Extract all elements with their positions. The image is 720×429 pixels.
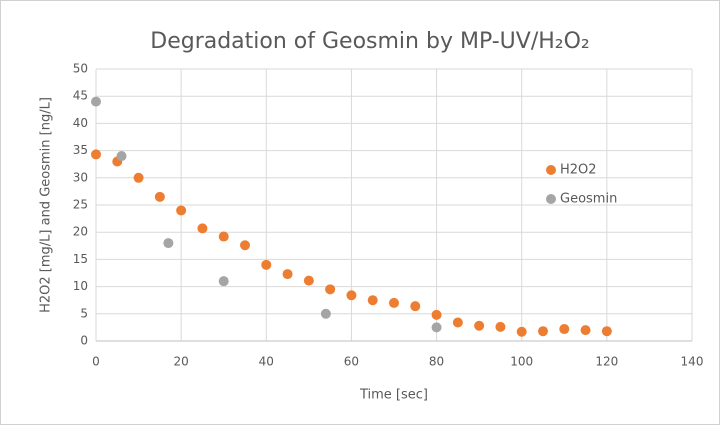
point <box>559 324 570 335</box>
legend-marker <box>546 194 556 204</box>
point <box>320 308 331 319</box>
x-tick-label: 120 <box>595 355 618 369</box>
point <box>133 172 144 183</box>
point <box>116 151 127 162</box>
y-tick-label: 15 <box>73 252 88 266</box>
y-tick-label: 50 <box>73 62 88 76</box>
legend-label: Geosmin <box>560 192 617 207</box>
point <box>240 240 250 251</box>
legend-marker <box>546 165 556 175</box>
point <box>91 96 101 107</box>
point <box>410 301 421 312</box>
legend-label: H2O2 <box>560 163 597 178</box>
point <box>367 295 378 306</box>
point <box>91 149 101 160</box>
y-tick-label: 35 <box>73 143 88 157</box>
y-tick-label: 10 <box>73 279 88 293</box>
point <box>601 326 612 337</box>
point <box>580 325 591 336</box>
y-tick-label: 5 <box>80 306 88 320</box>
x-tick-label: 100 <box>510 355 533 369</box>
point <box>431 322 442 333</box>
point <box>197 223 208 234</box>
y-tick-label: 30 <box>73 170 88 184</box>
point <box>176 205 187 216</box>
y-tick-label: 0 <box>80 334 88 348</box>
x-tick-label: 20 <box>174 355 189 369</box>
y-axis-label: H2O2 [mg/L] and Geosmin [ng/L] <box>39 97 54 313</box>
point <box>389 297 399 308</box>
x-tick-label: 80 <box>429 355 444 369</box>
point <box>218 276 229 287</box>
point <box>495 321 506 332</box>
x-tick-label: 40 <box>259 355 274 369</box>
y-tick-label: 40 <box>73 116 88 130</box>
point <box>303 275 314 286</box>
point <box>516 326 527 337</box>
x-tick-label: 60 <box>344 355 359 369</box>
point <box>261 259 272 270</box>
y-tick-label: 20 <box>73 225 88 239</box>
chart-title: Degradation of Geosmin by MP-UV/H₂O₂ <box>150 29 589 54</box>
point <box>474 320 485 331</box>
x-tick-label: 140 <box>681 355 704 369</box>
point <box>154 191 165 202</box>
y-tick-label: 25 <box>73 198 88 212</box>
point <box>346 290 357 301</box>
point <box>538 326 548 337</box>
point <box>282 269 293 280</box>
point <box>431 309 442 320</box>
x-tick-label: 0 <box>92 355 100 369</box>
x-axis-label: Time [sec] <box>359 388 428 403</box>
point <box>163 238 174 249</box>
point <box>325 284 336 295</box>
point <box>452 317 463 328</box>
point <box>218 231 229 242</box>
y-tick-label: 45 <box>73 89 88 103</box>
